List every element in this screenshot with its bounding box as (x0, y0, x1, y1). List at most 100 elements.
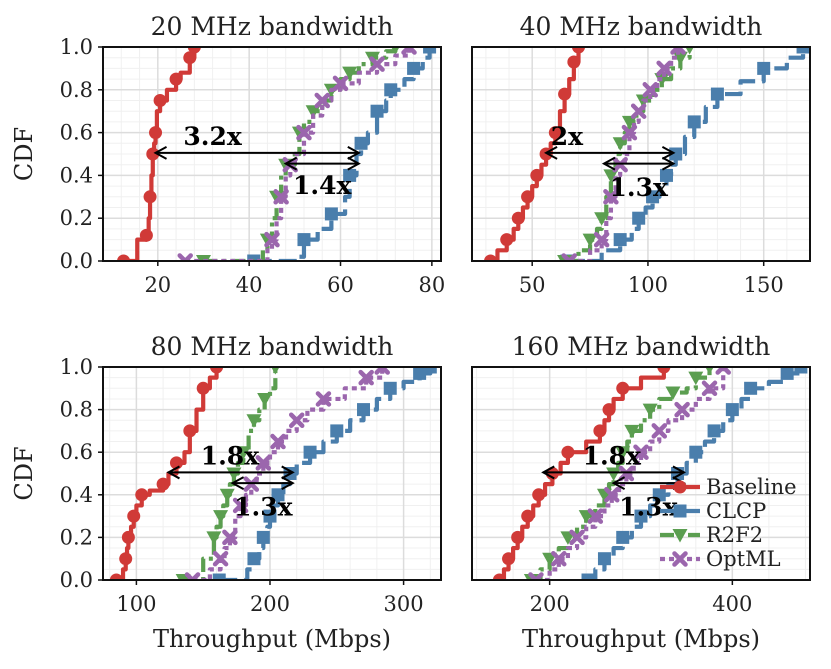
r2f2-marker (672, 51, 688, 66)
panel-title: 160 MHz bandwidth (512, 332, 771, 361)
optml-marker (243, 476, 260, 492)
clcp-marker (597, 552, 611, 566)
x-tick-label: 60 (327, 273, 354, 297)
optml-marker (612, 156, 628, 173)
optml-marker (715, 367, 731, 375)
optml-marker (374, 367, 390, 375)
annotation-label: 1.8x (583, 441, 642, 470)
arrow-head-right (281, 465, 295, 480)
clcp-marker (354, 136, 368, 150)
r2f2-marker (621, 115, 637, 130)
x-tick-label: 200 (250, 592, 290, 616)
clcp-marker (384, 83, 398, 97)
clcp-marker (710, 87, 724, 101)
clcp-marker (413, 367, 427, 380)
clcp-marker (581, 573, 595, 580)
optml-marker (332, 75, 349, 92)
plot-frame (471, 46, 811, 262)
optml-marker (593, 231, 610, 248)
baseline-marker (484, 254, 498, 261)
series-clcp (581, 367, 808, 580)
clcp-marker (303, 445, 317, 459)
series-optml (528, 367, 731, 580)
r2f2-marker (582, 233, 598, 248)
arrow-head-left (230, 476, 245, 490)
clcp-marker (794, 367, 808, 374)
panel-3: 1.8x 1.3x 100 200 300 0.0 0.2 0.4 0.6 0.8 1.0 CDF Th… (10, 332, 442, 653)
r2f2-marker (235, 446, 251, 460)
optml-marker (561, 253, 577, 261)
r2f2-marker (391, 47, 400, 55)
clcp-marker (632, 211, 646, 225)
clcp-marker (652, 488, 666, 502)
r2f2-marker (688, 371, 704, 386)
clcp-marker (256, 530, 270, 544)
annotation-label: 3.2x (183, 122, 242, 151)
annotation-label: 2x (551, 122, 584, 151)
r2f2-marker (665, 386, 681, 401)
legend-label: OptML (706, 547, 781, 571)
series-baseline (109, 367, 224, 580)
legend-marker (673, 480, 687, 494)
r2f2-marker (594, 212, 610, 226)
clcp-marker (423, 47, 437, 54)
clcp-marker (271, 488, 285, 502)
x-tick-label: 200 (530, 592, 570, 616)
r2f2-marker (603, 169, 619, 183)
arrow-head-left (166, 465, 180, 480)
baseline-marker (117, 254, 131, 261)
legend-marker (672, 529, 688, 543)
optml-marker (212, 550, 229, 567)
clcp-marker (383, 381, 397, 395)
optml-marker (656, 60, 672, 77)
r2f2-marker (705, 367, 714, 375)
legend-label: CLCP (706, 499, 766, 523)
baseline-marker (532, 488, 546, 502)
baseline-marker (210, 367, 224, 374)
r2f2-marker (685, 47, 694, 55)
optml-marker (315, 391, 332, 407)
optml-marker (222, 529, 238, 546)
baseline-marker (571, 47, 585, 54)
annotation-3-2x: 3.2x (153, 122, 361, 160)
panel-title: 20 MHz bandwidth (151, 12, 394, 41)
y-tick-label: 0.6 (60, 440, 93, 464)
x-tick-label: 100 (116, 592, 156, 616)
baseline-marker (183, 424, 197, 438)
clcp-marker (247, 254, 261, 261)
clcp-marker (757, 61, 771, 75)
r2f2-marker (342, 66, 358, 81)
clcp-marker (423, 367, 437, 374)
legend-label: Baseline (706, 475, 797, 499)
y-tick-label: 0.4 (60, 163, 93, 187)
optml-marker (651, 423, 668, 439)
r2f2-marker (612, 137, 628, 151)
baseline-marker (121, 530, 135, 544)
baseline-marker (530, 168, 544, 182)
clcp-marker (263, 509, 277, 523)
optml-marker (674, 401, 690, 418)
series-baseline (117, 47, 201, 261)
optml-marker (184, 572, 201, 580)
clcp-marker (407, 61, 421, 75)
optml-marker (633, 444, 649, 460)
x-tick-label: 100 (628, 273, 668, 297)
annotation-label: 1.4x (293, 171, 352, 200)
series-group (109, 367, 437, 580)
x-tick-label: 20 (144, 273, 171, 297)
baseline-marker (511, 530, 525, 544)
plot-frame (102, 46, 442, 262)
r2f2-marker (642, 403, 658, 418)
clcp-marker (796, 47, 810, 54)
legend-marker (672, 551, 688, 567)
r2f2-marker (271, 367, 280, 375)
panel-4: 1.8x 1.3x 200 400 Throughput (Mbps) 160 MHz b… (471, 332, 811, 653)
baseline-line (116, 367, 219, 580)
baseline-marker (593, 424, 607, 438)
grid (472, 46, 811, 262)
clcp-marker (646, 190, 660, 204)
y-tick-label: 1.0 (60, 355, 93, 379)
series-r2f2 (175, 367, 280, 580)
annotation-1-8x: 1.8x (541, 441, 687, 480)
annotation-1-3x: 1.3x (230, 476, 295, 522)
